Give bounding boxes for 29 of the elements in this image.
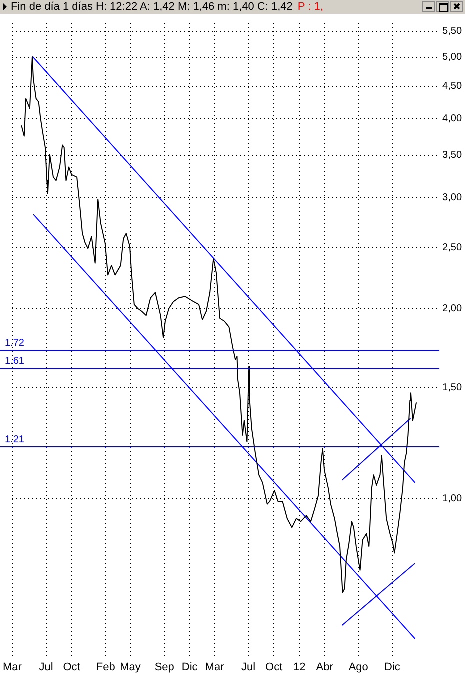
ref-line-label: 1.61 — [5, 356, 25, 367]
y-tick-label: 1,00 — [442, 494, 462, 505]
y-tick-label: 2,00 — [442, 303, 462, 314]
y-tick-label: 2,50 — [442, 242, 462, 254]
x-tick-label: Jul — [242, 661, 256, 674]
x-tick-label: Mar — [205, 661, 225, 674]
x-tick-label: Jul — [39, 661, 54, 674]
ref-line-label: 1.21 — [5, 434, 25, 446]
y-tick-label: 3,00 — [442, 192, 462, 204]
x-tick-label: Feb — [96, 661, 116, 674]
x-tick-label: Abr — [316, 661, 334, 674]
text: P : 1, — [298, 1, 324, 13]
x-tick-label: Dic — [182, 661, 198, 674]
x-tick-label: Sep — [154, 661, 174, 674]
x-tick-label: Oct — [63, 661, 80, 674]
x-tick-label: Mar — [2, 661, 22, 674]
x-tick-label: May — [120, 661, 142, 674]
x-tick-label: Ago — [348, 661, 368, 674]
y-tick-label: 5,00 — [442, 52, 462, 64]
chart-title: Fin de día 1 días H: 12:22 A: 1,42 M: 1,46 m: 1,40 C: 1,42 — [11, 1, 293, 13]
x-tick-label: 12 — [293, 661, 306, 674]
x-tick-label: Dic — [384, 661, 401, 674]
y-tick-label: 1,50 — [442, 382, 462, 394]
ref-line-label: 1.72 — [5, 338, 25, 349]
y-tick-label: 4,00 — [442, 113, 462, 124]
y-tick-label: 5,50 — [442, 26, 462, 38]
y-tick-label: 4,50 — [442, 81, 462, 92]
y-tick-label: 3,50 — [442, 150, 462, 162]
x-tick-label: Oct — [266, 661, 283, 674]
